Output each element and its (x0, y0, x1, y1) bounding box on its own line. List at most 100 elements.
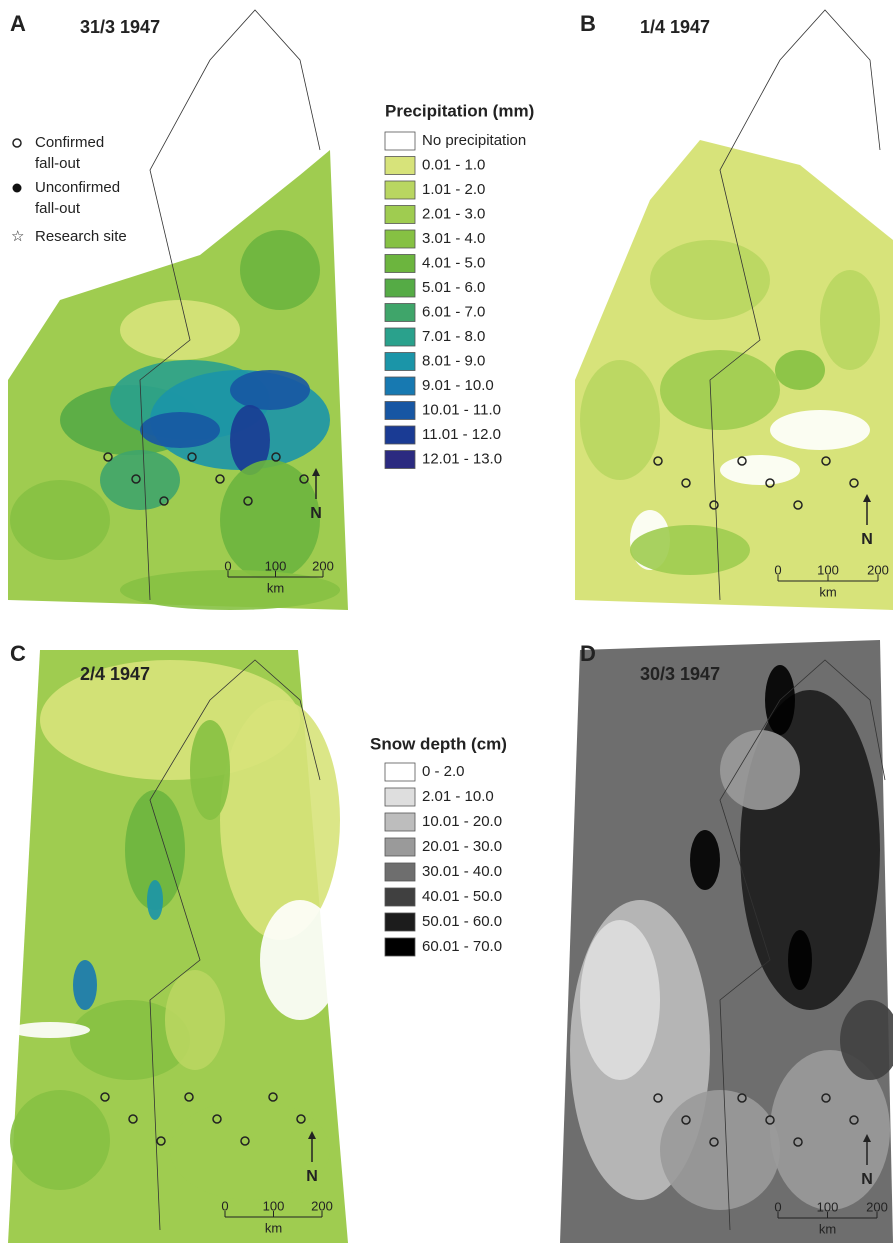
border-line (719, 659, 886, 1231)
fallout-site (849, 1115, 859, 1125)
fallout-site (296, 1114, 306, 1124)
map-contour (720, 730, 800, 810)
fallout-site (128, 1114, 138, 1124)
fallout-site (156, 1136, 166, 1146)
legend-swatch (384, 912, 416, 932)
map-contour (230, 370, 310, 410)
scale-label: 200 (866, 1199, 888, 1214)
legend-label: Research site (35, 228, 127, 245)
fallout-site (709, 500, 719, 510)
scale-label: 0 (221, 1198, 228, 1213)
north-arrowhead (312, 468, 320, 476)
map-contour (660, 350, 780, 430)
fallout-site (821, 456, 831, 466)
panel-date: 2/4 1947 (80, 664, 150, 684)
legend-symbol (12, 183, 22, 193)
legend-swatch (384, 937, 416, 957)
legend-label: 0.01 - 1.0 (422, 156, 485, 173)
fallout-site (681, 478, 691, 488)
fallout-site (100, 1092, 110, 1102)
fallout-site (765, 1115, 775, 1125)
legend-label: Unconfirmed (35, 179, 120, 196)
border-line (139, 9, 321, 601)
map-contour (220, 700, 340, 940)
map-panel (575, 9, 893, 610)
legend-swatch (384, 401, 416, 420)
scale-label: 100 (263, 1198, 285, 1213)
north-label: N (861, 1171, 873, 1188)
legend-title: Precipitation (mm) (385, 101, 534, 120)
map-contour (580, 360, 660, 480)
map-contour (788, 930, 812, 990)
legend-swatch (384, 762, 416, 782)
legend-swatch (384, 180, 416, 200)
fallout-site (737, 456, 747, 466)
scale-label: 0 (774, 1199, 781, 1214)
legend-label: 40.01 - 50.0 (422, 888, 502, 905)
map-contour (690, 830, 720, 890)
map-contour (147, 880, 163, 920)
fallout-site (187, 452, 197, 462)
legend-label: 50.01 - 60.0 (422, 913, 502, 930)
fallout-site (212, 1114, 222, 1124)
map-panel (560, 640, 893, 1243)
map-contour (820, 270, 880, 370)
legend-swatch (384, 229, 416, 249)
legend-swatch (384, 812, 416, 832)
map-contour (770, 1050, 890, 1210)
legend-swatch (384, 327, 416, 347)
fallout-site (131, 474, 141, 484)
map-contour (125, 790, 185, 910)
fallout-site (240, 1136, 250, 1146)
scale-label: 100 (817, 562, 839, 577)
legend-label: 9.01 - 10.0 (422, 377, 494, 394)
fallout-site (849, 478, 859, 488)
map-contour (840, 1000, 893, 1080)
map-panel (8, 9, 348, 610)
fallout-site (271, 452, 281, 462)
fallout-site (681, 1115, 691, 1125)
legend-swatch (384, 254, 416, 273)
scale-unit: km (265, 1220, 282, 1235)
map-contour (775, 350, 825, 390)
fallout-site (184, 1092, 194, 1102)
scale-label: 200 (311, 1198, 333, 1213)
legend-label: 1.01 - 2.0 (422, 181, 485, 198)
legend-label: 12.01 - 13.0 (422, 450, 502, 467)
legend-swatch (384, 837, 416, 857)
map-contour (230, 405, 270, 475)
north-arrowhead (863, 494, 871, 502)
map-contour (260, 900, 340, 1020)
legend-swatch (384, 131, 416, 151)
north-arrowhead (863, 1134, 871, 1142)
legend-label: 8.01 - 9.0 (422, 352, 485, 369)
fallout-site (268, 1092, 278, 1102)
map-contour (70, 1000, 190, 1080)
fallout-site (243, 496, 253, 506)
map-contour (770, 410, 870, 450)
map-contour (165, 970, 225, 1070)
legend-swatch (384, 278, 416, 298)
fallout-site (821, 1093, 831, 1103)
legend-label: 20.01 - 30.0 (422, 838, 502, 855)
legend-label: fall-out (35, 200, 81, 217)
legend-swatch (384, 787, 416, 807)
map-contour (660, 1090, 780, 1210)
panel-letter: A (10, 11, 26, 36)
map-contour (190, 720, 230, 820)
map-contour (140, 412, 220, 448)
fallout-site (159, 496, 169, 506)
map-contour (10, 1022, 90, 1038)
map-contour (240, 230, 320, 310)
legend-symbol: ☆ (11, 228, 24, 245)
fallout-site (653, 456, 663, 466)
legend-label: 5.01 - 6.0 (422, 279, 485, 296)
legend-swatch (384, 425, 416, 445)
map-contour (10, 1090, 110, 1190)
legend-label: 0 - 2.0 (422, 763, 465, 780)
map-contour (630, 525, 750, 575)
panel-letter: D (580, 641, 596, 666)
fallout-site (793, 500, 803, 510)
legend-swatch (384, 303, 416, 322)
fallout-site (793, 1137, 803, 1147)
